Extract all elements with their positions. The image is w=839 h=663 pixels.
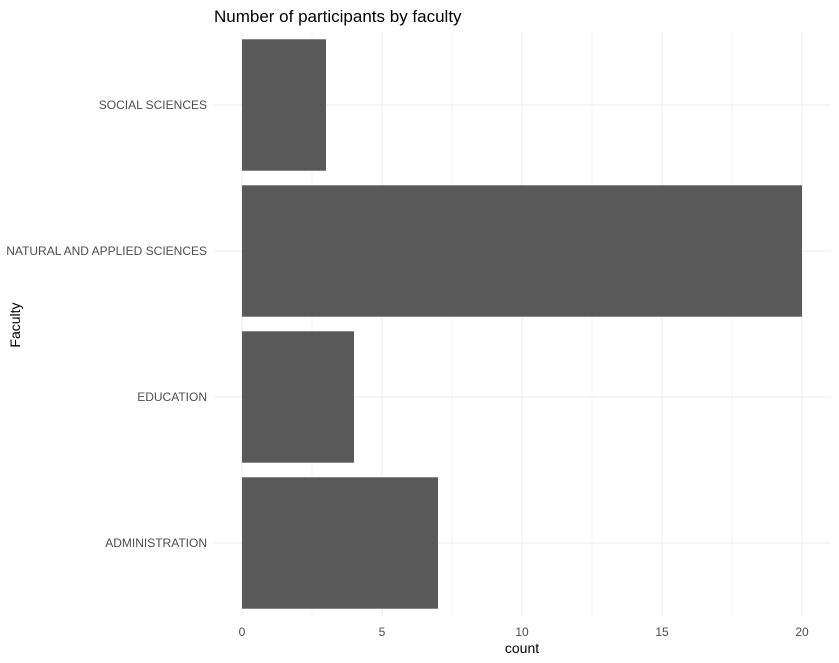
bar [242,39,326,171]
bar [242,331,354,463]
y-tick-label: SOCIAL SCIENCES [99,98,207,112]
x-tick-label: 5 [379,625,386,639]
x-tick-labels: 0 5 10 15 20 [239,625,809,639]
x-axis-title: count [505,640,539,656]
y-tick-labels: SOCIAL SCIENCES NATURAL AND APPLIED SCIEN… [6,98,207,550]
bar [242,477,438,609]
y-tick-label: EDUCATION [137,390,207,404]
y-tick-label: NATURAL AND APPLIED SCIENCES [6,244,207,258]
y-axis-title: Faculty [7,302,23,347]
bars [242,39,802,609]
chart-title: Number of participants by faculty [214,7,462,26]
x-tick-label: 0 [239,625,246,639]
y-tick-label: ADMINISTRATION [105,536,207,550]
x-tick-label: 20 [795,625,809,639]
x-tick-label: 15 [655,625,669,639]
x-tick-label: 10 [515,625,529,639]
bar [242,185,802,317]
